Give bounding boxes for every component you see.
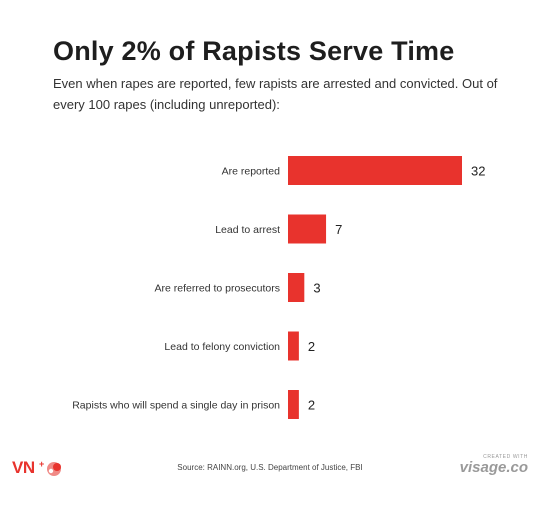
source-note: Source: RAINN.org, U.S. Department of Ju… <box>177 463 363 472</box>
credit-small-text: CREATED WITH <box>483 454 528 460</box>
chart-title: Only 2% of Rapists Serve Time <box>53 36 455 66</box>
brand-mark-icon <box>47 462 61 476</box>
category-label: Rapists who will spend a single day in p… <box>72 400 280 412</box>
bar <box>288 156 462 185</box>
bar <box>288 331 299 361</box>
chart-subtitle: Even when rapes are reported, few rapist… <box>53 76 498 112</box>
brand-logo-text: VN <box>12 458 35 477</box>
category-label: Lead to arrest <box>215 224 280 236</box>
brand-plus: + <box>39 459 45 469</box>
bar <box>288 273 305 302</box>
bar <box>288 390 299 419</box>
category-label: Lead to felony conviction <box>164 341 280 353</box>
data-label: 2 <box>308 398 315 413</box>
category-label: Are reported <box>222 166 281 178</box>
data-label: 32 <box>471 164 485 179</box>
data-label: 3 <box>313 281 320 296</box>
bar <box>288 214 327 244</box>
data-label: 2 <box>308 339 315 354</box>
data-label: 7 <box>335 222 342 237</box>
credit-brand: visage.co <box>459 459 528 476</box>
category-label: Are referred to prosecutors <box>155 283 280 295</box>
